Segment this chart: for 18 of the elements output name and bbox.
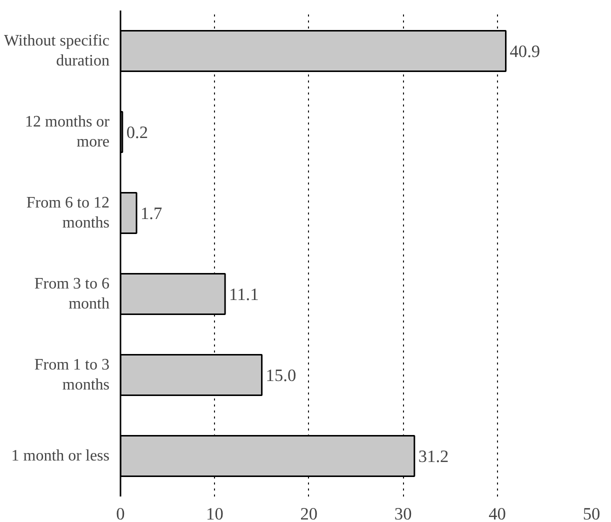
- y-tick-label: From 1 to 3 months: [34, 356, 110, 394]
- data-label: 31.2: [418, 447, 449, 466]
- data-label: 15.0: [266, 366, 296, 385]
- y-tick-label: From 6 to 12 months: [26, 194, 110, 232]
- y-tick-label: Without specific duration: [4, 32, 110, 70]
- data-label: 0.2: [126, 123, 148, 142]
- x-tick-label: 0: [116, 504, 125, 522]
- y-tick-label: 1 month or less: [11, 448, 110, 464]
- data-label: 1.7: [140, 204, 163, 223]
- x-tick-label: 50: [582, 504, 600, 522]
- x-tick-label: 40: [488, 504, 506, 522]
- y-tick-label: 12 months or more: [25, 113, 110, 151]
- y-tick-label: From 3 to 6 month: [34, 275, 110, 313]
- data-label: 40.9: [510, 42, 540, 61]
- x-tick-label: 10: [206, 504, 224, 522]
- x-tick-label: 20: [300, 504, 318, 522]
- data-label: 11.1: [229, 285, 259, 304]
- x-tick-label: 30: [394, 504, 412, 522]
